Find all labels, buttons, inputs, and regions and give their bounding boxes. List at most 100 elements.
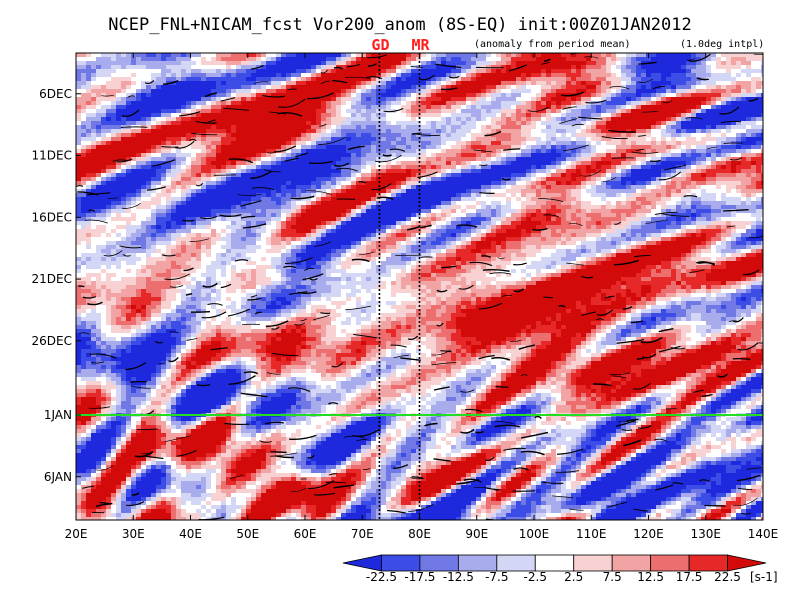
- field-cell: [216, 81, 222, 86]
- field-cell: [96, 193, 102, 198]
- field-cell: [446, 189, 452, 194]
- field-cell: [521, 161, 527, 166]
- field-cell: [566, 145, 572, 150]
- field-cell: [436, 93, 442, 98]
- field-cell: [106, 101, 112, 106]
- field-cell: [301, 61, 307, 66]
- field-cell: [356, 57, 362, 62]
- field-cell: [361, 89, 367, 94]
- field-cell: [416, 61, 422, 66]
- field-cell: [671, 101, 677, 106]
- field-cell: [611, 113, 617, 118]
- field-cell: [546, 181, 552, 186]
- field-cell: [411, 173, 417, 178]
- field-cell: [491, 173, 497, 178]
- field-cell: [126, 193, 132, 198]
- field-cell: [606, 121, 612, 126]
- field-cell: [151, 125, 157, 130]
- field-cell: [191, 129, 197, 134]
- field-cell: [76, 145, 82, 150]
- field-cell: [421, 85, 427, 90]
- field-cell: [421, 109, 427, 114]
- field-cell: [406, 101, 412, 106]
- field-cell: [706, 193, 712, 198]
- field-cell: [96, 197, 102, 202]
- field-cell: [406, 129, 412, 134]
- field-cell: [361, 161, 367, 166]
- field-cell: [396, 145, 402, 150]
- field-cell: [206, 65, 212, 70]
- field-cell: [91, 177, 97, 182]
- field-cell: [126, 85, 132, 90]
- field-cell: [701, 149, 707, 154]
- field-cell: [371, 193, 377, 198]
- field-cell: [256, 93, 262, 98]
- field-cell: [126, 161, 132, 166]
- field-cell: [286, 161, 292, 166]
- field-cell: [551, 113, 557, 118]
- field-cell: [266, 61, 272, 66]
- field-cell: [111, 77, 117, 82]
- field-cell: [596, 69, 602, 74]
- field-cell: [106, 129, 112, 134]
- field-cell: [556, 185, 562, 190]
- field-cell: [496, 181, 502, 186]
- field-cell: [621, 169, 627, 174]
- field-cell: [206, 137, 212, 142]
- field-cell: [281, 65, 287, 70]
- field-cell: [316, 125, 322, 130]
- field-cell: [246, 105, 252, 110]
- field-cell: [691, 153, 697, 158]
- field-cell: [131, 101, 137, 106]
- field-cell: [81, 185, 87, 190]
- field-cell: [461, 73, 467, 78]
- field-cell: [281, 85, 287, 90]
- field-cell: [706, 129, 712, 134]
- field-cell: [661, 169, 667, 174]
- field-cell: [331, 189, 337, 194]
- field-cell: [666, 105, 672, 110]
- field-cell: [521, 185, 527, 190]
- field-cell: [326, 193, 332, 198]
- field-cell: [111, 137, 117, 142]
- field-cell: [621, 77, 627, 82]
- field-cell: [296, 69, 302, 74]
- field-cell: [341, 165, 347, 170]
- field-cell: [621, 133, 627, 138]
- field-cell: [691, 189, 697, 194]
- field-cell: [646, 165, 652, 170]
- field-cell: [321, 157, 327, 162]
- field-cell: [506, 93, 512, 98]
- field-cell: [521, 153, 527, 158]
- field-cell: [186, 141, 192, 146]
- field-cell: [166, 141, 172, 146]
- field-cell: [356, 109, 362, 114]
- field-cell: [456, 165, 462, 170]
- field-cell: [91, 185, 97, 190]
- field-cell: [156, 89, 162, 94]
- field-cell: [646, 137, 652, 142]
- field-cell: [221, 101, 227, 106]
- field-cell: [91, 65, 97, 70]
- field-cell: [561, 85, 567, 90]
- field-cell: [631, 85, 637, 90]
- field-cell: [471, 165, 477, 170]
- field-cell: [186, 181, 192, 186]
- field-cell: [606, 109, 612, 114]
- field-cell: [451, 133, 457, 138]
- field-cell: [596, 189, 602, 194]
- field-cell: [556, 145, 562, 150]
- field-cell: [201, 117, 207, 122]
- field-cell: [96, 157, 102, 162]
- field-cell: [86, 101, 92, 106]
- field-cell: [471, 69, 477, 74]
- field-cell: [421, 129, 427, 134]
- field-cell: [151, 161, 157, 166]
- field-cell: [141, 189, 147, 194]
- field-cell: [416, 165, 422, 170]
- field-cell: [341, 145, 347, 150]
- field-cell: [146, 129, 152, 134]
- field-cell: [371, 173, 377, 178]
- field-cell: [326, 149, 332, 154]
- field-cell: [351, 73, 357, 78]
